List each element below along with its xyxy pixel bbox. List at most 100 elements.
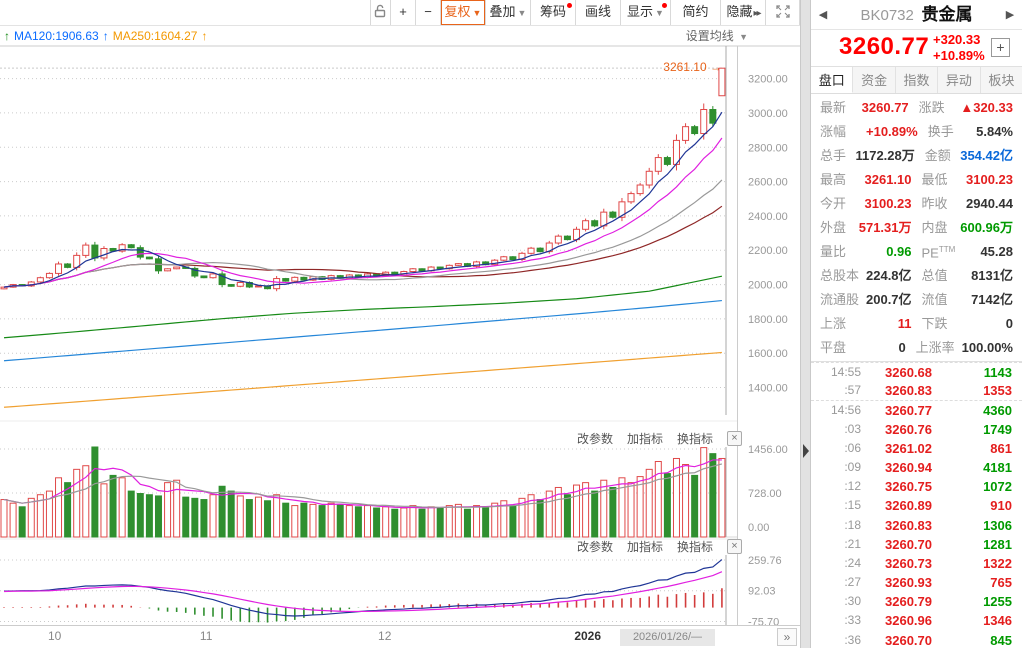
stat-label: 总值 — [921, 268, 948, 283]
stat-label: 平盘 — [820, 340, 847, 355]
time-axis: 2026/01/26/— » 10 11 12 2026 — [0, 625, 800, 648]
fullscreen-button[interactable] — [765, 0, 800, 25]
chevron-down-icon: ▼ — [655, 8, 664, 18]
switch-indicator-link[interactable]: 换指标 — [676, 539, 713, 554]
tick-price: 3260.70 — [885, 536, 932, 552]
display-button[interactable]: 显示 ▼ — [620, 0, 670, 25]
volume-pane-header: 改参数 加指标 换指标 × — [0, 429, 742, 447]
stat-value: 3100.23 — [864, 196, 912, 211]
stat-row: 总股本 224.8亿 总值 8131亿 — [820, 264, 1013, 288]
next-stock-icon[interactable]: ▶ — [1005, 9, 1015, 21]
tick-row: :03 3260.76 1749 — [811, 420, 1022, 439]
svg-text:1600.00: 1600.00 — [748, 348, 788, 360]
tick-time: :03 — [844, 421, 861, 436]
svg-text:2400.00: 2400.00 — [748, 211, 788, 223]
collapse-panel-icon[interactable] — [803, 444, 809, 458]
toolbar-button-label: 叠加 — [489, 4, 516, 19]
price-change: +320.33 +10.89% — [933, 32, 985, 64]
add-to-watchlist-button[interactable]: + — [991, 38, 1010, 57]
add-indicator-link[interactable]: 加指标 — [626, 539, 663, 554]
trend-up-icon: ↑ — [102, 29, 109, 43]
stat-label: 最低 — [921, 172, 948, 187]
stat-value: 7142亿 — [971, 292, 1013, 307]
stat-value: 1172.28万 — [855, 148, 915, 163]
stat-value: 0.96 — [886, 244, 912, 259]
tick-row: :06 3261.02 861 — [811, 439, 1022, 458]
plus-icon: + — [996, 39, 1005, 55]
tick-row: 14:55 3260.68 1143 — [811, 362, 1022, 381]
stat-row: 上涨 11 下跌 0 — [820, 312, 1013, 336]
stat-value: 354.42亿 — [960, 148, 1013, 163]
stat-label: 涨幅 — [820, 124, 847, 139]
tick-row: :09 3260.94 4181 — [811, 458, 1022, 477]
fullscreen-icon — [775, 4, 790, 19]
tick-price: 3260.83 — [885, 383, 932, 399]
price-chart-canvas[interactable]: 3200.00 3000.00 2800.00 2600.00 2400.00 2200.… — [0, 0, 800, 648]
quote-tab-2[interactable]: 指数 — [896, 67, 939, 93]
quote-tab-4[interactable]: 板块 — [988, 73, 1015, 88]
panel-divider[interactable] — [800, 0, 811, 648]
change-percent: +10.89% — [933, 48, 985, 63]
zoom-in-button[interactable]: + — [390, 0, 415, 25]
stat-label: 量比 — [820, 244, 847, 259]
tick-row: :57 3260.83 1353 — [811, 381, 1022, 400]
toolbar-button-label: 复权 — [444, 4, 471, 19]
tick-time: :30 — [844, 594, 861, 609]
tick-time: :36 — [844, 632, 861, 647]
svg-text:0.00: 0.00 — [748, 522, 769, 534]
stat-label: 涨跌 — [918, 100, 945, 115]
tick-volume: 1749 — [983, 421, 1012, 437]
tick-price: 3260.68 — [885, 364, 932, 380]
stat-value: ▲320.33 — [960, 100, 1013, 115]
svg-text:2600.00: 2600.00 — [748, 177, 788, 189]
stat-label: 昨收 — [921, 196, 948, 211]
tick-row: :18 3260.83 1306 — [811, 516, 1022, 535]
stat-value: 11 — [897, 316, 912, 331]
tick-volume: 4360 — [983, 402, 1012, 418]
tick-volume: 1281 — [983, 536, 1012, 552]
set-ma-button[interactable]: 设置均线 ▼ — [686, 26, 748, 46]
quote-tab-1[interactable]: 资金 — [853, 67, 896, 93]
tick-row: :27 3260.93 765 — [811, 573, 1022, 592]
change-params-link[interactable]: 改参数 — [576, 539, 613, 554]
simple-button[interactable]: 简约 — [670, 0, 720, 25]
chips-button[interactable]: 筹码 — [530, 0, 575, 25]
trend-up-icon: ↑ — [4, 29, 10, 43]
ma-legend-value: MA120:1906.63 — [14, 29, 99, 43]
change-params-link[interactable]: 改参数 — [576, 431, 613, 446]
adjust-button[interactable]: 复权 ▼ — [440, 0, 485, 25]
lock-button[interactable] — [370, 0, 390, 25]
toolbar-button-label: 显示 — [627, 4, 654, 19]
quote-tab-3[interactable]: 异动 — [938, 67, 981, 93]
date-range-box[interactable]: 2026/01/26/— — [620, 629, 715, 646]
quote-tab-0[interactable]: 盘口 — [811, 67, 854, 93]
tick-price: 3260.83 — [885, 517, 932, 533]
notification-dot-icon — [662, 3, 667, 8]
ma-legend-row: ↑ MA120:1906.63 ↑ MA250:1604.27 ↑ — [0, 26, 760, 46]
zoom-out-button[interactable]: − — [415, 0, 440, 25]
stat-value: 200.7亿 — [866, 292, 912, 307]
quote-tabs: 盘口 资金 指数 异动 板块 — [811, 66, 1022, 94]
close-pane-button[interactable]: × — [727, 538, 742, 554]
set-ma-label: 设置均线 — [685, 29, 734, 43]
prev-stock-icon[interactable]: ◀ — [818, 9, 828, 21]
add-indicator-link[interactable]: 加指标 — [626, 431, 663, 446]
hide-button[interactable]: 隐藏▸▸ — [720, 0, 765, 25]
price-row: 3260.77 +320.33 +10.89% + — [811, 30, 1022, 66]
close-pane-button[interactable]: × — [727, 430, 742, 446]
axis-month-label: 11 — [199, 629, 213, 643]
axis-expand-button[interactable]: » — [777, 628, 797, 646]
stat-label: 今开 — [820, 196, 847, 211]
tick-list[interactable]: 14:55 3260.68 1143:57 3260.83 1353 14:56 3260.… — [811, 361, 1022, 648]
switch-indicator-link[interactable]: 换指标 — [676, 431, 713, 446]
tick-volume: 861 — [990, 440, 1012, 456]
svg-text:2200.00: 2200.00 — [748, 245, 788, 257]
drawline-button[interactable]: 画线 — [575, 0, 620, 25]
stat-value: 0 — [898, 340, 906, 355]
tick-volume: 1143 — [983, 364, 1012, 380]
tick-time: 14:55 — [830, 364, 861, 379]
tick-row: :36 3260.70 845 — [811, 631, 1022, 648]
tick-price: 3260.93 — [885, 575, 932, 591]
stat-value: 3100.23 — [966, 172, 1013, 187]
overlay-button[interactable]: 叠加 ▼ — [485, 0, 530, 25]
